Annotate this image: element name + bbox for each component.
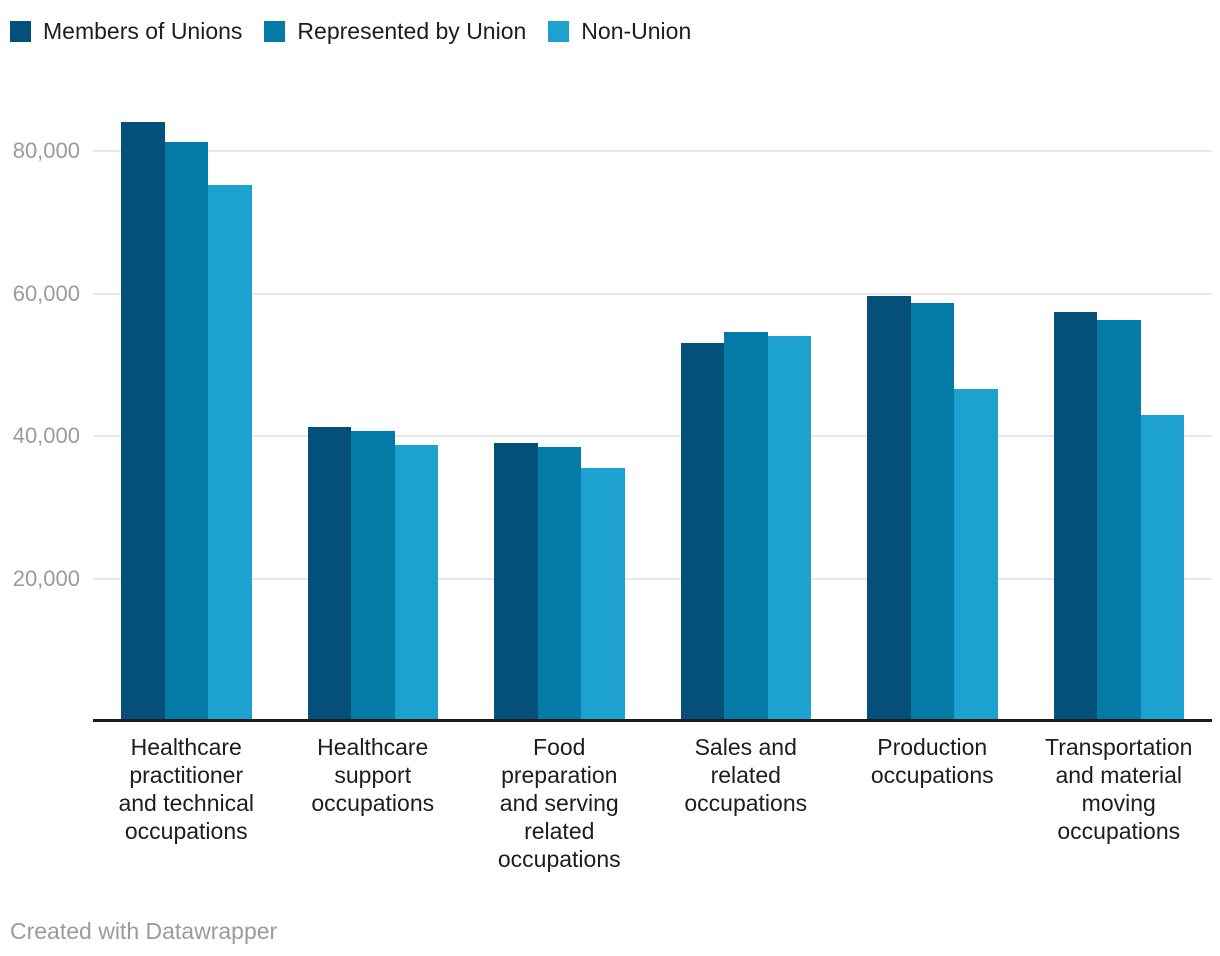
bar-group	[307, 427, 438, 721]
bar	[351, 431, 395, 721]
legend-item: Non-Union	[548, 18, 691, 45]
bar	[680, 343, 724, 721]
gridline	[93, 435, 1212, 437]
bar	[164, 142, 208, 721]
y-tick-label: 60,000	[12, 280, 80, 306]
bar	[208, 185, 252, 721]
x-axis-label: Transportation and material moving occupati…	[1045, 734, 1193, 844]
legend-label: Represented by Union	[297, 18, 527, 44]
bar	[1053, 312, 1097, 721]
bar	[307, 427, 351, 721]
bar-group	[494, 443, 625, 721]
y-tick-label: 20,000	[12, 565, 80, 591]
datawrapper-credit: Created with Datawrapper	[10, 918, 278, 944]
plot-area	[93, 100, 1212, 721]
bar	[394, 444, 438, 721]
bar	[767, 335, 811, 721]
x-axis-label: Sales and related occupations	[684, 734, 808, 816]
gridline	[93, 150, 1212, 152]
gridline	[93, 577, 1212, 580]
bar	[121, 121, 165, 721]
bar	[954, 388, 998, 721]
y-tick-label: 40,000	[12, 423, 80, 448]
x-axis-label: Healthcare practitioner and technical occup…	[118, 734, 255, 844]
x-axis-label: Food preparation and serving related occupat…	[497, 734, 621, 872]
bar	[581, 468, 625, 721]
bar-group	[680, 331, 811, 721]
gridline	[93, 292, 1212, 295]
x-axis: Healthcare practitioner and technical occup…	[93, 733, 1212, 893]
bar	[1140, 414, 1184, 721]
legend-label: Non-Union	[581, 18, 692, 44]
legend: Members of Unions Represented by Union Non…	[10, 18, 691, 45]
bar	[537, 446, 581, 721]
bar-group	[121, 121, 252, 721]
legend-swatch	[10, 21, 31, 42]
x-axis-baseline	[93, 719, 1212, 722]
x-axis-label: Healthcare support occupations	[311, 734, 435, 816]
y-tick-label: 80,000	[12, 138, 80, 163]
legend-item: Members of Unions	[10, 18, 242, 45]
x-axis-label: Production occupations	[870, 734, 994, 788]
bar	[1097, 319, 1141, 721]
bar	[724, 331, 768, 721]
bar-group	[1053, 312, 1184, 721]
bar-group	[867, 295, 998, 721]
legend-swatch	[264, 21, 286, 42]
bar	[910, 303, 954, 721]
bar	[494, 443, 538, 721]
legend-item: Represented by Union	[264, 18, 526, 45]
legend-label: Members of Unions	[43, 18, 243, 44]
bar	[867, 295, 911, 721]
legend-swatch	[548, 21, 570, 42]
